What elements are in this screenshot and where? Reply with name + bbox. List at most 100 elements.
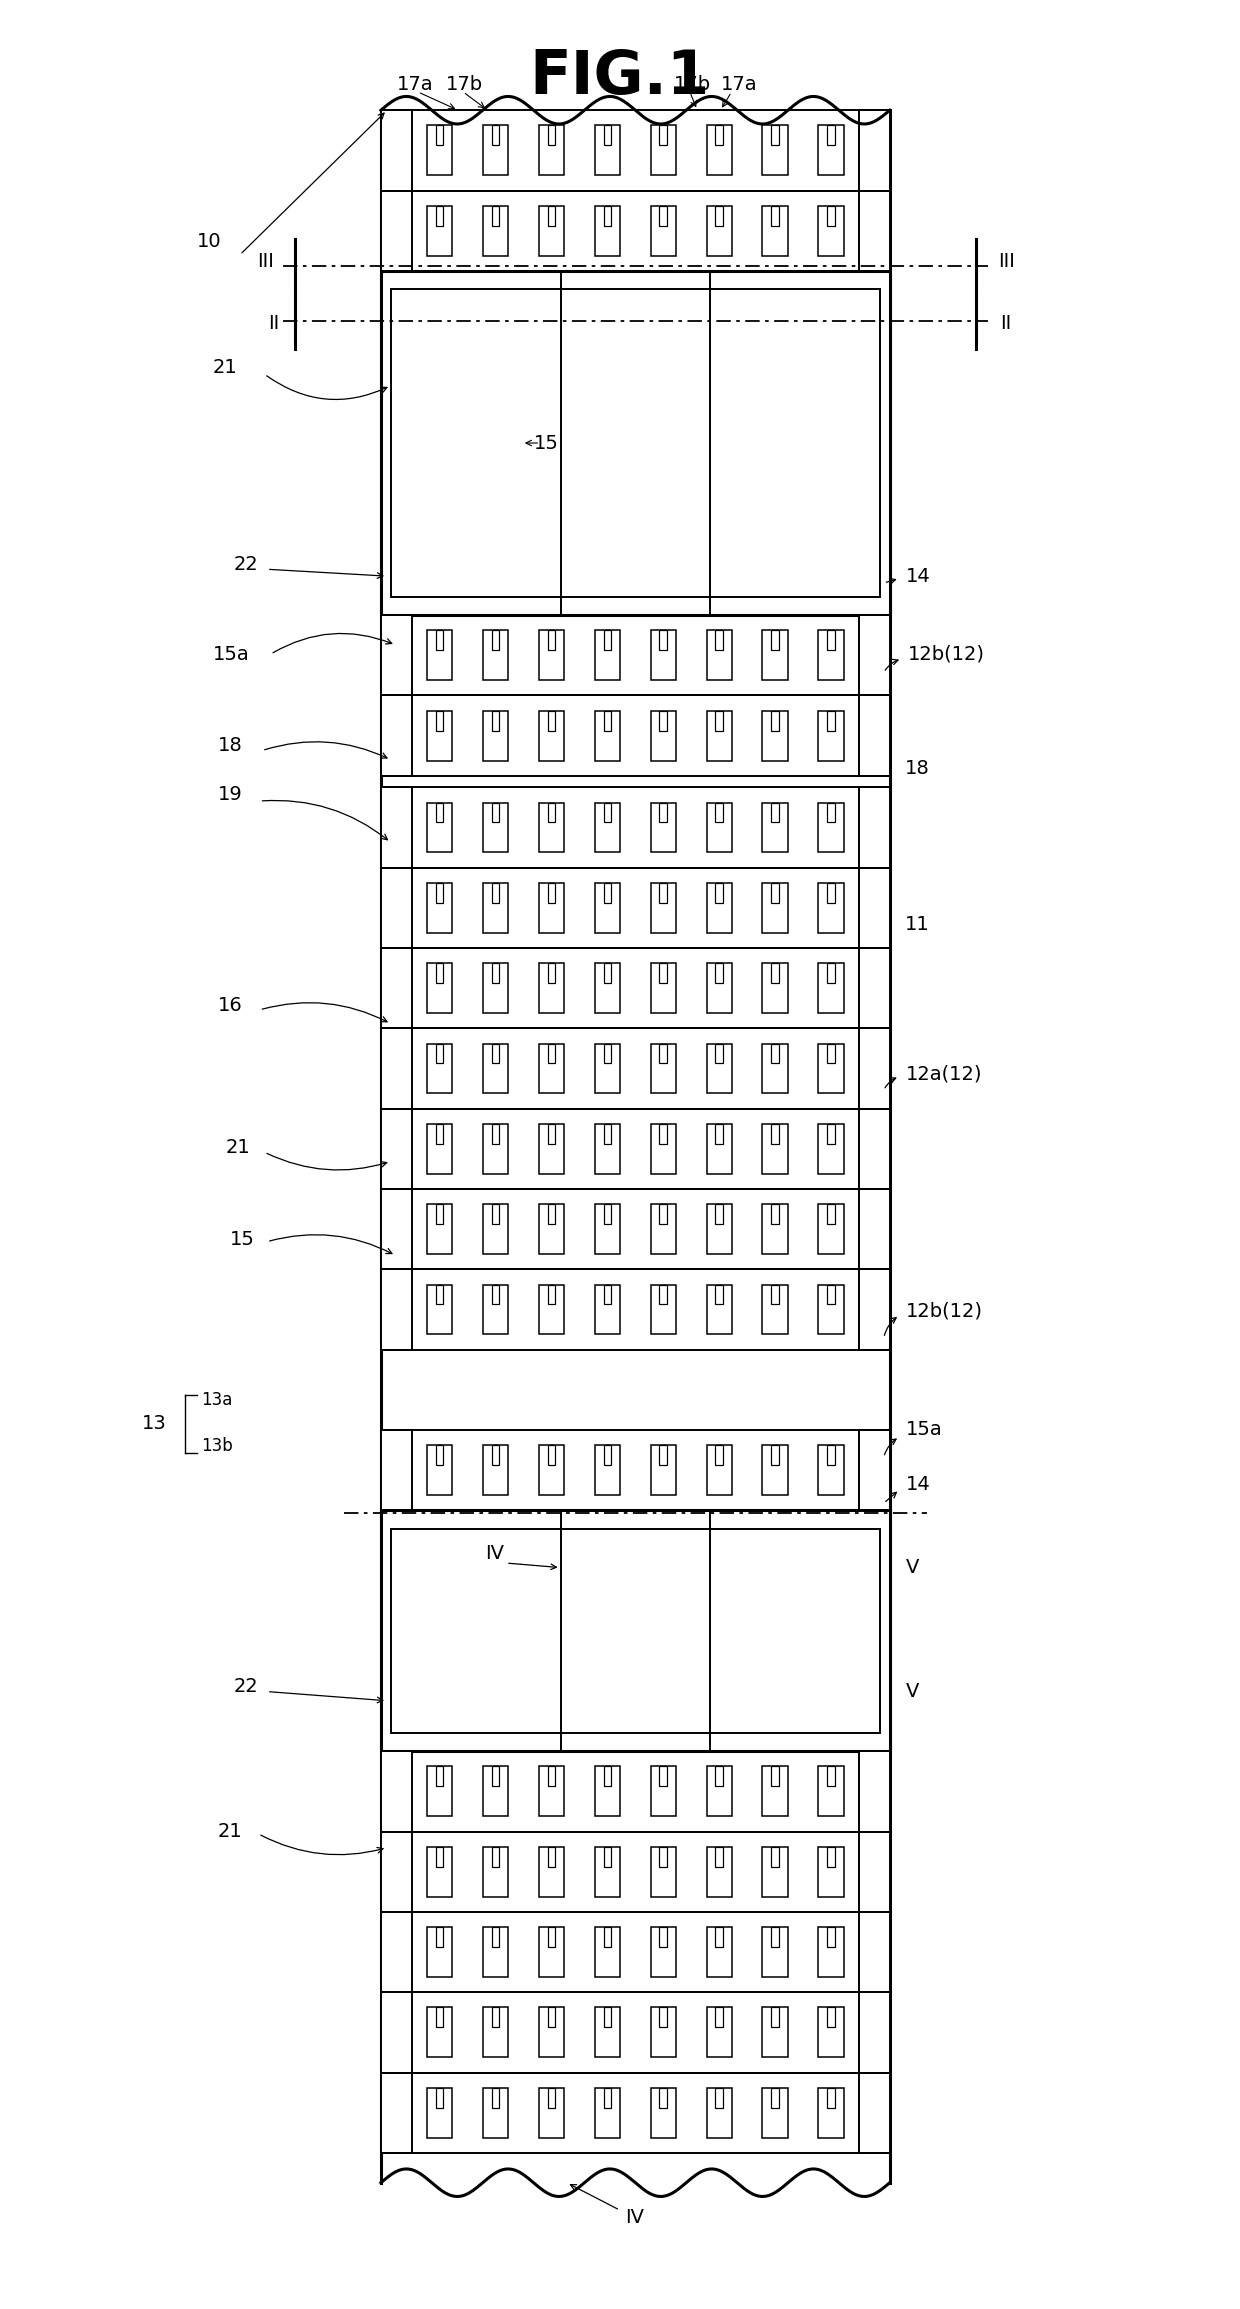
Bar: [771, 2007, 779, 2027]
Bar: [548, 804, 556, 822]
Bar: [491, 711, 500, 730]
Bar: [548, 1766, 556, 1787]
Bar: [715, 1284, 723, 1305]
Bar: [482, 1205, 508, 1254]
Bar: [604, 2007, 611, 2027]
Bar: [859, 868, 890, 949]
Bar: [595, 630, 620, 681]
Bar: [538, 630, 564, 681]
Text: II: II: [268, 314, 279, 332]
Bar: [859, 1028, 890, 1108]
Bar: [771, 1124, 779, 1143]
Bar: [651, 711, 676, 760]
Bar: [604, 1847, 611, 1866]
Bar: [435, 804, 444, 822]
Text: 21: 21: [218, 1822, 243, 1840]
Bar: [763, 1284, 787, 1335]
Bar: [651, 630, 676, 681]
Text: 21: 21: [213, 358, 238, 376]
Bar: [427, 1766, 453, 1817]
Bar: [818, 882, 844, 933]
Bar: [548, 630, 556, 651]
Bar: [604, 1124, 611, 1143]
Text: 17b: 17b: [675, 76, 711, 95]
Bar: [763, 1928, 787, 1977]
Text: 12b(12): 12b(12): [905, 1300, 982, 1321]
Bar: [482, 804, 508, 852]
Bar: [707, 630, 732, 681]
Bar: [818, 963, 844, 1014]
Bar: [435, 1445, 444, 1466]
Bar: [491, 2007, 500, 2027]
Bar: [818, 1124, 844, 1173]
Bar: [818, 1205, 844, 1254]
Bar: [707, 963, 732, 1014]
Bar: [427, 2007, 453, 2057]
Bar: [435, 2007, 444, 2027]
Bar: [827, 630, 835, 651]
Bar: [660, 1044, 667, 1064]
Text: 22: 22: [234, 1676, 258, 1697]
Bar: [651, 2087, 676, 2138]
Bar: [604, 804, 611, 822]
Bar: [660, 804, 667, 822]
Bar: [715, 2087, 723, 2108]
Bar: [715, 1124, 723, 1143]
Bar: [381, 1510, 890, 1750]
Text: 15a: 15a: [905, 1420, 942, 1439]
Bar: [435, 1847, 444, 1866]
Bar: [595, 206, 620, 256]
Text: 16: 16: [218, 995, 243, 1016]
Bar: [538, 882, 564, 933]
Bar: [660, 711, 667, 730]
Bar: [827, 1766, 835, 1787]
Bar: [763, 1766, 787, 1817]
Bar: [651, 1124, 676, 1173]
Bar: [381, 2073, 412, 2152]
Bar: [381, 1912, 412, 1993]
Bar: [715, 206, 723, 226]
Bar: [771, 882, 779, 903]
Bar: [381, 1028, 412, 1108]
Text: 12a(12): 12a(12): [905, 1064, 982, 1083]
Bar: [435, 1205, 444, 1224]
Bar: [707, 2087, 732, 2138]
Bar: [707, 1044, 732, 1094]
Bar: [707, 1766, 732, 1817]
Bar: [859, 695, 890, 776]
Bar: [771, 630, 779, 651]
Text: III: III: [998, 252, 1014, 270]
Bar: [818, 2087, 844, 2138]
Bar: [707, 711, 732, 760]
Bar: [660, 1928, 667, 1946]
Text: 12b(12): 12b(12): [908, 644, 985, 663]
Bar: [827, 2007, 835, 2027]
Bar: [604, 1284, 611, 1305]
Bar: [482, 1847, 508, 1896]
Bar: [660, 1766, 667, 1787]
Bar: [859, 1270, 890, 1348]
Bar: [435, 125, 444, 145]
Text: 14: 14: [905, 1475, 930, 1494]
Bar: [482, 1766, 508, 1817]
Text: 13: 13: [141, 1413, 166, 1432]
Bar: [491, 125, 500, 145]
Bar: [859, 1189, 890, 1270]
Bar: [818, 1284, 844, 1335]
Bar: [595, 1124, 620, 1173]
Bar: [707, 882, 732, 933]
Bar: [827, 2087, 835, 2108]
Bar: [859, 1429, 890, 1510]
Bar: [538, 1766, 564, 1817]
Bar: [491, 1284, 500, 1305]
Bar: [827, 711, 835, 730]
Bar: [715, 711, 723, 730]
Bar: [763, 1205, 787, 1254]
Bar: [859, 787, 890, 868]
Bar: [391, 1529, 880, 1732]
Bar: [604, 1205, 611, 1224]
Bar: [604, 125, 611, 145]
Bar: [651, 963, 676, 1014]
Bar: [707, 125, 732, 175]
Bar: [707, 1284, 732, 1335]
